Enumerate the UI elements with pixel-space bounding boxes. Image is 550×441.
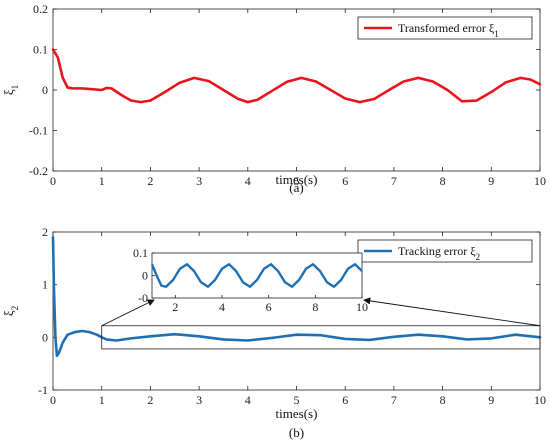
inset-x-tick-label: 8 [312, 300, 318, 314]
legend-box [357, 16, 533, 40]
legend-label: Transformed error ξ1 [398, 21, 499, 39]
zoom-arrow-left [101, 299, 155, 327]
series-line [51, 48, 542, 104]
x-tick-label: 6 [342, 393, 348, 407]
inset-x-tick-label: 10 [356, 300, 368, 314]
legend-label: Tracking error ξ2 [398, 244, 480, 262]
panel-caption: (a) [289, 180, 303, 195]
x-tick-label: 1 [99, 174, 105, 188]
x-tick-label: 10 [534, 174, 546, 188]
x-tick-label: 4 [245, 174, 251, 188]
inset-x-tick-label: 2 [172, 300, 178, 314]
series-line [51, 235, 542, 358]
y-tick-label: -0.1 [29, 124, 48, 138]
x-tick-label: 3 [196, 174, 202, 188]
y-tick-label: 0 [42, 330, 48, 344]
legend-box [357, 239, 533, 263]
x-tick-label: 1 [99, 393, 105, 407]
x-tick-label: 2 [147, 174, 153, 188]
x-tick-label: 6 [342, 174, 348, 188]
inset-x-tick-label: 4 [219, 300, 225, 314]
y-axis-label: ξ2 [1, 306, 20, 316]
x-tick-label: 0 [50, 174, 56, 188]
zoom-arrow-right [363, 297, 541, 327]
y-tick-label: 1 [42, 278, 48, 292]
x-tick-label: 7 [391, 174, 397, 188]
x-tick-label: 9 [488, 174, 494, 188]
x-tick-label: 8 [440, 174, 446, 188]
x-tick-label: 10 [534, 393, 546, 407]
inset-series-line [150, 263, 363, 288]
inset-plot-area [151, 252, 363, 299]
x-tick-label: 8 [440, 393, 446, 407]
x-tick-label: 5 [294, 393, 300, 407]
inset-x-tick-label: 6 [266, 300, 272, 314]
y-tick-label: 0.2 [33, 2, 48, 16]
inset-y-tick-label: -0 [138, 291, 148, 305]
inset-y-tick-label: 0 [142, 269, 148, 283]
x-axis-label: times(s) [276, 172, 318, 187]
y-tick-label: 0.1 [33, 43, 48, 57]
x-tick-label: 2 [147, 393, 153, 407]
x-tick-label: 0 [50, 393, 56, 407]
inset-chart: 2 4 6 8 10 -0 0 0.1 [101, 246, 541, 350]
y-tick-label: -0.2 [29, 164, 48, 178]
chart-panel-a: 0 1 2 3 4 5 6 7 8 9 10 -0.2 -0.1 0 0.1 0.2 times(s) ξ1 (a)… [1, 2, 546, 195]
panel-caption: (b) [289, 425, 304, 440]
y-tick-label: 0 [42, 83, 48, 97]
x-tick-label: 7 [391, 393, 397, 407]
x-axis-label: times(s) [276, 406, 318, 421]
zoom-region-box [101, 325, 541, 350]
y-axis-label: ξ1 [1, 85, 20, 95]
y-tick-label: 2 [42, 225, 48, 239]
x-tick-label: 9 [488, 393, 494, 407]
x-tick-label: 5 [294, 174, 300, 188]
x-tick-label: 4 [245, 393, 251, 407]
x-tick-label: 3 [196, 393, 202, 407]
y-tick-label: -1 [38, 383, 48, 397]
inset-y-tick-label: 0.1 [133, 246, 148, 260]
